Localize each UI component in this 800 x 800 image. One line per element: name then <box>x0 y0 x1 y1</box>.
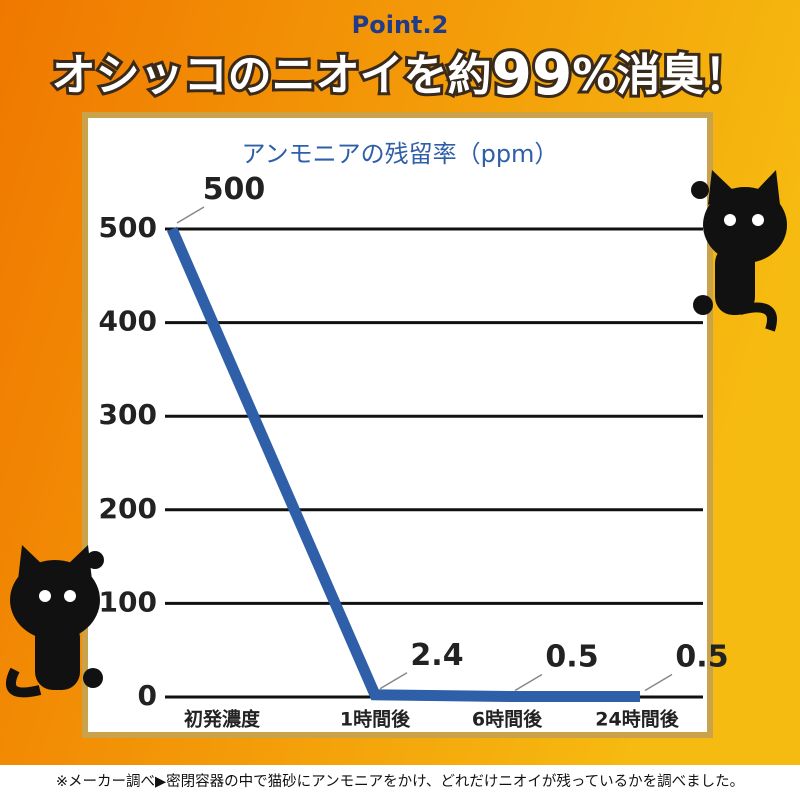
label-leader <box>176 206 205 224</box>
data-line <box>166 226 640 703</box>
y-tick-label: 400 <box>99 305 157 338</box>
headline-number: 99 <box>492 40 573 108</box>
point-label: Point.2 <box>352 11 449 39</box>
x-tick-label: 24時間後 <box>595 708 679 731</box>
panel <box>82 112 713 738</box>
headline-part: %消臭！ <box>572 50 748 101</box>
y-tick-label: 500 <box>99 211 157 244</box>
footnote-strip <box>0 765 800 800</box>
data-label: 0.5 <box>545 640 598 675</box>
label-leader <box>514 673 543 692</box>
y-tick-label: 0 <box>138 679 157 712</box>
cat <box>5 545 104 698</box>
x-tick-label: 6時間後 <box>472 708 543 731</box>
x-tick-label: 1時間後 <box>340 708 411 731</box>
label-leader <box>644 673 673 692</box>
label-leader <box>379 672 408 690</box>
cat <box>691 170 787 332</box>
y-tick-label: 100 <box>99 585 157 618</box>
y-tick-label: 200 <box>99 492 157 525</box>
headline: オシッコのニオイを約99%消臭！ <box>52 40 749 108</box>
headline-part: オシッコのニオイを約 <box>52 50 492 101</box>
data-label: 2.4 <box>410 638 463 673</box>
y-tick-label: 300 <box>99 398 157 431</box>
data-label: 500 <box>203 172 266 207</box>
chart-title: アンモニアの残留率（ppm） <box>242 140 559 168</box>
x-tick-label: 初発濃度 <box>184 708 261 731</box>
footnote: ※メーカー調べ▶密閉容器の中で猫砂にアンモニアをかけ、どれだけニオイが残っている… <box>56 773 744 790</box>
data-label: 0.5 <box>675 640 728 675</box>
